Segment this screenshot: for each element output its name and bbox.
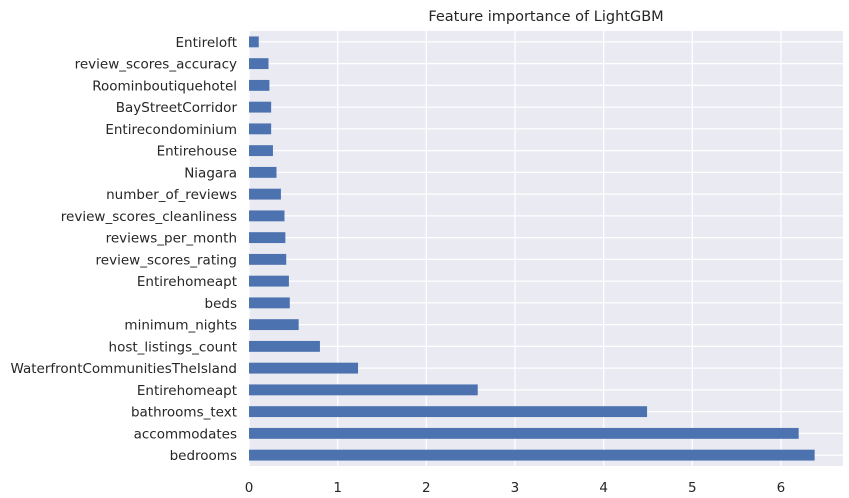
category-label: review_scores_accuracy (75, 57, 237, 73)
bar (249, 123, 272, 135)
x-tick-label: 3 (511, 480, 520, 494)
bar (249, 384, 478, 396)
bar (249, 275, 289, 287)
category-label: Entireloft (175, 35, 237, 51)
bar (249, 79, 270, 91)
bar (249, 427, 799, 439)
x-tick-label: 1 (333, 480, 342, 494)
bar (249, 58, 269, 70)
category-label: BayStreetCorridor (116, 100, 238, 116)
bar (249, 101, 272, 113)
category-label: bedrooms (170, 448, 237, 464)
category-label: WaterfrontCommunitiesTheIsland (10, 361, 237, 377)
category-label: review_scores_rating (96, 252, 237, 268)
x-tick-label: 0 (245, 480, 254, 494)
bar (249, 340, 320, 352)
bar (249, 406, 648, 418)
bar (249, 232, 286, 244)
category-label: number_of_reviews (106, 187, 237, 203)
x-tick-label: 5 (688, 480, 697, 494)
category-labels: Entireloft review_scores_accuracy Roominbo… (10, 35, 237, 464)
bars (249, 36, 815, 461)
x-tick-label: 4 (599, 480, 608, 494)
bar (249, 362, 359, 374)
x-tick-label: 6 (777, 480, 786, 494)
bar (249, 36, 259, 48)
bar (249, 319, 299, 331)
category-label: Entirehouse (157, 144, 237, 160)
bar (249, 210, 285, 222)
bar (249, 145, 273, 157)
bar (249, 166, 277, 178)
category-label: review_scores_cleanliness (61, 209, 237, 225)
category-label: reviews_per_month (106, 231, 237, 247)
category-label: host_listings_count (109, 339, 237, 355)
bar (249, 297, 290, 309)
category-label: bathrooms_text (131, 405, 237, 421)
category-label: Entirecondominium (105, 122, 237, 138)
category-label: beds (205, 296, 237, 312)
x-tick-labels: 0 1 2 3 4 5 6 (245, 480, 786, 496)
x-tick-label: 2 (422, 480, 431, 494)
category-label: Roominboutiquehotel (92, 78, 237, 94)
bar (249, 253, 287, 265)
category-label: Niagara (184, 165, 237, 181)
chart-title: Feature importance of LightGBM (428, 9, 663, 25)
category-label: Entirehomeapt (137, 274, 237, 290)
category-label: Entirehomeapt (137, 383, 237, 399)
bar (249, 188, 281, 200)
bar (249, 449, 815, 461)
category-label: minimum_nights (124, 318, 237, 334)
category-label: accommodates (134, 426, 237, 442)
